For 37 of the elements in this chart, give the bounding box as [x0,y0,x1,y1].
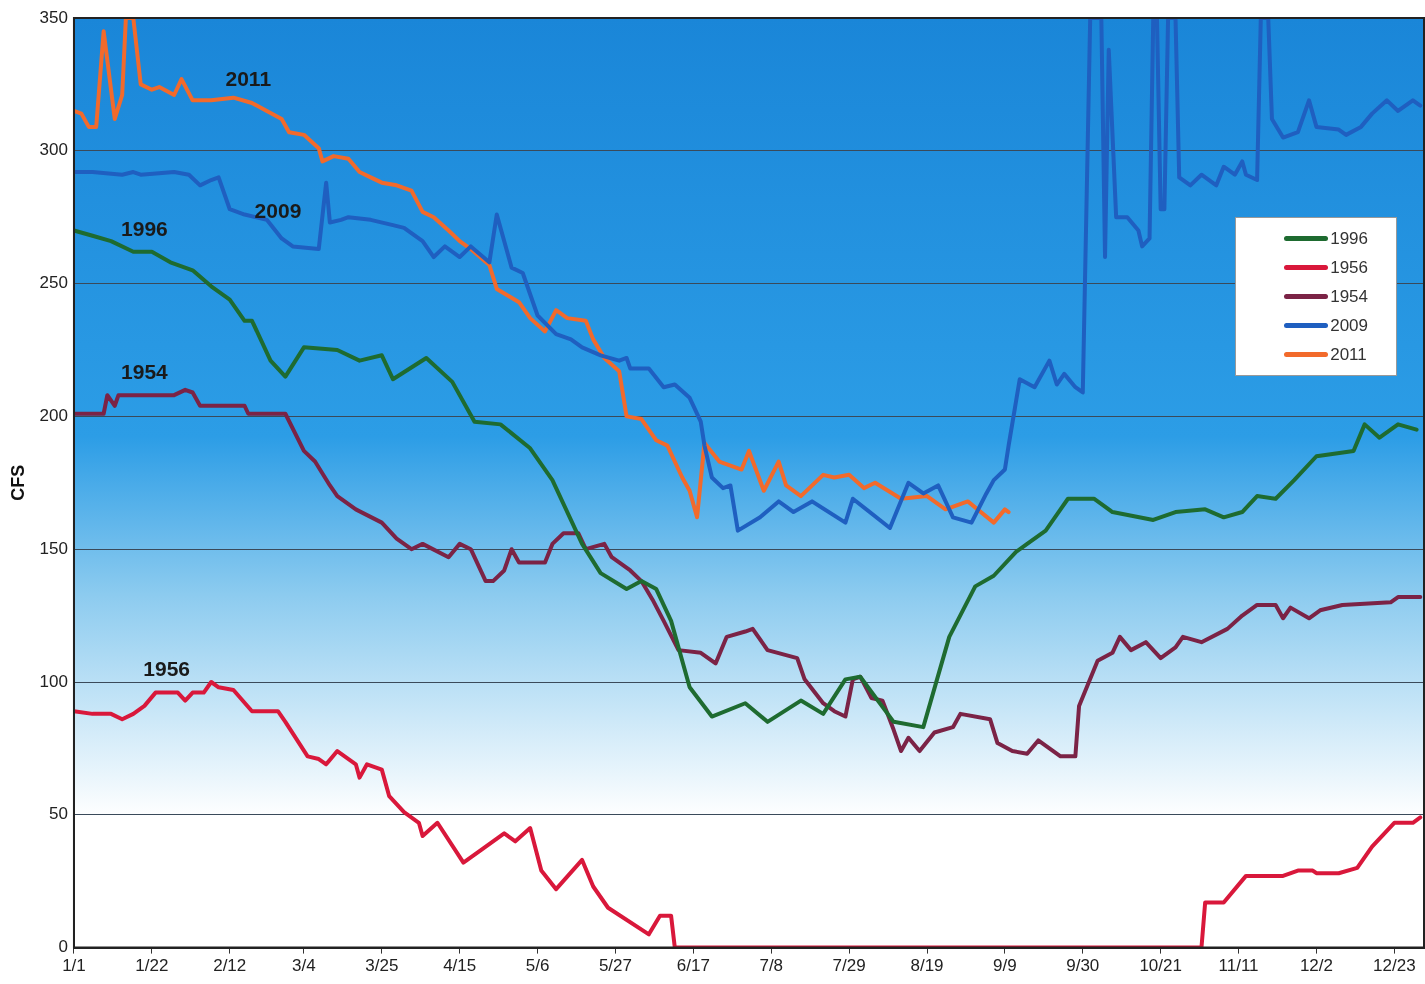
text: 1956 [143,657,191,681]
legend-label: 2009 [1330,315,1368,336]
y-tick-label: 200 [39,406,68,426]
x-tick-label: 5/6 [525,956,550,976]
y-tick-label: 250 [39,273,68,293]
x-tick-label: 7/8 [759,956,784,976]
y-tick-label: 150 [39,538,68,558]
x-tick-label: 3/25 [365,956,399,976]
x-tick-label: 8/19 [910,956,944,976]
text: 1954 [121,359,168,383]
y-tick-label: 300 [39,140,68,160]
x-tick-label: 12/2 [1299,956,1333,976]
x-tick-label: 4/15 [443,956,477,976]
legend-label: 2011 [1330,344,1367,365]
x-tick-label: 7/29 [832,956,866,976]
x-tick-label: 1/1 [62,956,86,976]
y-axis-title: CFS [7,464,28,501]
legend-label: 1954 [1330,286,1368,307]
x-tick-label: 11/11 [1218,956,1259,976]
text: 2009 [254,198,302,222]
legend-label: 1996 [1330,228,1368,249]
x-tick-label: 3/4 [292,956,316,976]
y-tick-label: 350 [39,7,68,27]
x-tick-label: 5/27 [598,956,633,976]
y-tick-label: 50 [49,804,68,824]
x-tick-label: 9/9 [993,956,1017,976]
x-tick-label: 1/22 [135,956,169,976]
x-tick-label: 6/17 [676,956,710,976]
legend-label: 1956 [1330,257,1368,278]
y-tick-label: 100 [39,671,68,691]
x-tick-label: 2/12 [213,956,247,976]
text: 1996 [121,216,168,240]
text: 2011 [225,66,272,90]
y-tick-label: 0 [58,937,68,957]
x-tick-label: 9/30 [1066,956,1100,976]
x-tick-label: 10/21 [1139,956,1182,976]
x-tick-label: 12/23 [1373,956,1416,976]
